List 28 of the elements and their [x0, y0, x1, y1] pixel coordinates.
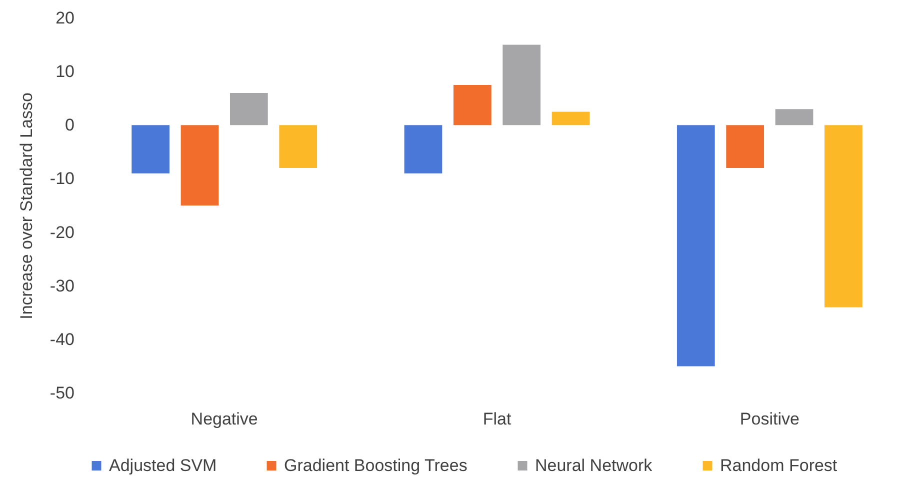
- legend-label: Adjusted SVM: [109, 456, 217, 475]
- y-axis-title: Increase over Standard Lasso: [16, 92, 36, 320]
- bar: [726, 125, 764, 168]
- bar: [502, 44, 541, 126]
- bar: [775, 109, 814, 126]
- bar: [279, 125, 318, 168]
- y-tick-label: -10: [50, 169, 74, 188]
- bar: [676, 125, 715, 366]
- y-tick-label: 0: [65, 116, 74, 135]
- y-tick-label: -20: [50, 222, 74, 242]
- bar: [230, 93, 268, 126]
- bar: [180, 125, 219, 206]
- legend-label: Random Forest: [720, 456, 838, 475]
- x-tick-label: Positive: [740, 410, 800, 428]
- bar: [453, 84, 492, 126]
- bar: [404, 125, 442, 174]
- y-tick-label: 10: [56, 62, 74, 82]
- bar: [132, 125, 170, 174]
- y-tick-label: 20: [56, 8, 74, 28]
- x-tick-label: Flat: [482, 410, 512, 428]
- y-tick-label: -30: [50, 276, 74, 296]
- bar: [824, 125, 862, 308]
- y-tick-label: -40: [50, 330, 74, 349]
- legend-label: Gradient Boosting Trees: [284, 456, 468, 475]
- y-tick-label: -50: [50, 384, 74, 402]
- x-tick-label: Negative: [190, 410, 258, 428]
- legend-label: Neural Network: [535, 456, 653, 475]
- bar: [552, 112, 590, 126]
